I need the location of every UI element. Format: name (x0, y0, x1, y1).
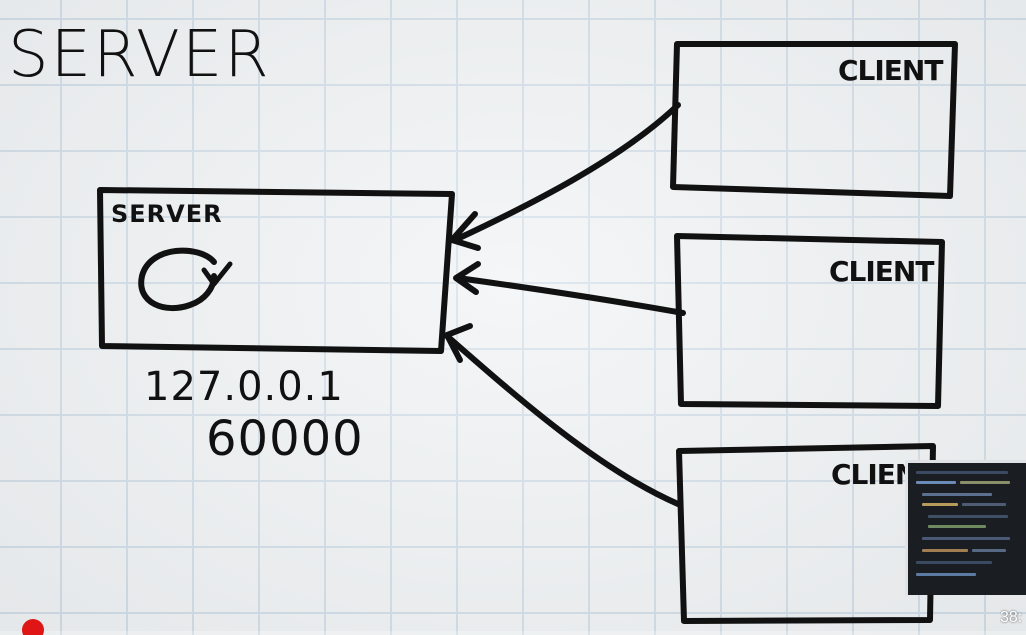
video-timestamp: 38: (1000, 609, 1023, 626)
code-line (962, 503, 1006, 506)
server-box-label: SERVER (111, 200, 223, 228)
arrowhead-icon (444, 323, 473, 363)
progress-scrubber-handle[interactable] (22, 619, 44, 635)
code-line (916, 481, 956, 484)
connection-arrows (444, 102, 686, 507)
code-line (928, 525, 986, 528)
arrowhead-icon (453, 261, 481, 295)
client-box-3: CLIENT (676, 443, 937, 624)
code-line (922, 549, 968, 552)
code-editor-thumbnail (905, 460, 1026, 595)
code-line (922, 537, 1010, 540)
code-line (972, 549, 1006, 552)
code-line (960, 481, 1010, 484)
code-line (922, 493, 992, 496)
server-box: SERVER (97, 187, 455, 354)
client-box-2: CLIENT (674, 233, 945, 409)
code-line (928, 515, 1008, 518)
diagram-title: SERVER (8, 18, 271, 92)
code-line (916, 471, 1008, 474)
server-ip-address: 127.0.0.1 (144, 364, 344, 410)
video-progress-bar[interactable] (0, 619, 1026, 635)
code-line (916, 573, 976, 576)
client-box-label: CLIENT (838, 54, 943, 87)
connection-line (452, 102, 681, 243)
arrowhead-icon (449, 211, 481, 251)
connection-line (444, 333, 681, 507)
client-box-label: CLIENT (829, 255, 934, 288)
client-box-1: CLIENT (670, 41, 958, 199)
circular-arrow-icon (138, 247, 233, 312)
code-line (916, 561, 992, 564)
server-port: 60000 (206, 411, 364, 467)
code-line (922, 503, 958, 506)
connection-line (455, 275, 686, 316)
